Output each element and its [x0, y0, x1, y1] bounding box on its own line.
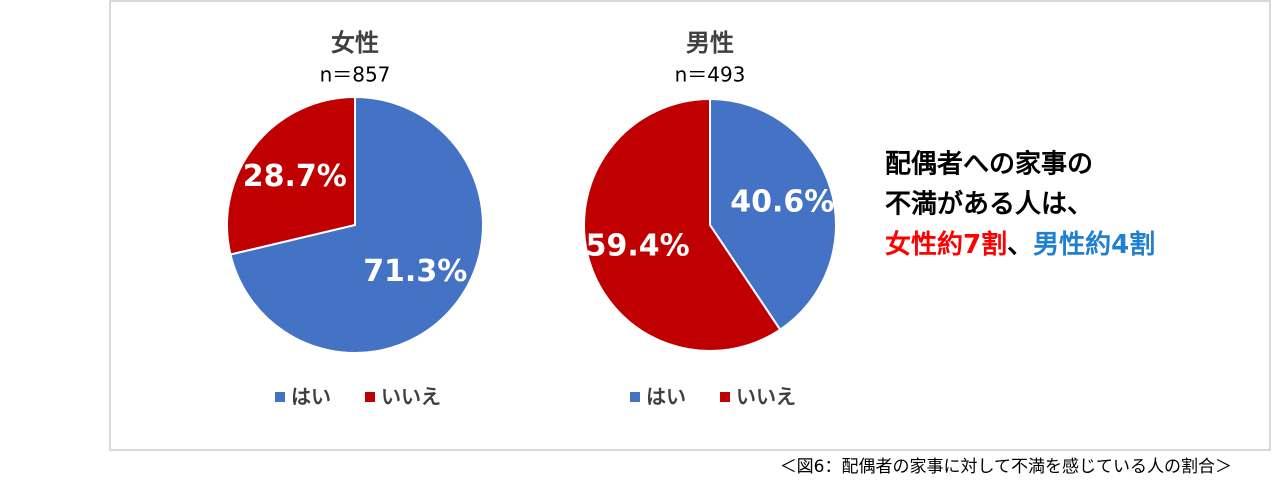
- legend-swatch: [275, 392, 285, 402]
- legend-swatch: [365, 392, 375, 402]
- legend-swatch: [630, 392, 640, 402]
- legend-label: はい: [291, 385, 331, 409]
- legend-swatch: [720, 392, 730, 402]
- legend-label: はい: [646, 385, 686, 409]
- pie-title: 男性: [686, 29, 734, 57]
- callout-segment: 男性約4割: [1033, 229, 1155, 260]
- data-label: 59.4%: [586, 229, 690, 264]
- legend-label: いいえ: [381, 385, 441, 409]
- pie-slice: [226, 95, 356, 256]
- callout-segment: 、: [1007, 230, 1033, 260]
- caption: ＜図6：配偶者の家事に対して不満を感じている人の割合＞: [780, 457, 1232, 477]
- pie-slice: [229, 95, 484, 354]
- callout-line: 不満がある人は、: [885, 189, 1093, 220]
- pie-slice: [583, 97, 782, 352]
- data-label: 71.3%: [363, 254, 467, 289]
- data-label: 40.6%: [730, 184, 834, 219]
- callout-highlight: 女性約7割、男性約4割: [885, 229, 1155, 260]
- callout-line: 配偶者への家事の: [885, 149, 1093, 180]
- data-label: 28.7%: [243, 159, 347, 194]
- pie-subtitle: n＝493: [675, 63, 746, 87]
- pie-title: 女性: [331, 29, 379, 57]
- legend-label: いいえ: [736, 385, 796, 409]
- pie-subtitle: n＝857: [320, 63, 391, 87]
- callout-segment: 女性約7割: [885, 229, 1007, 260]
- pie-slice: [709, 97, 837, 332]
